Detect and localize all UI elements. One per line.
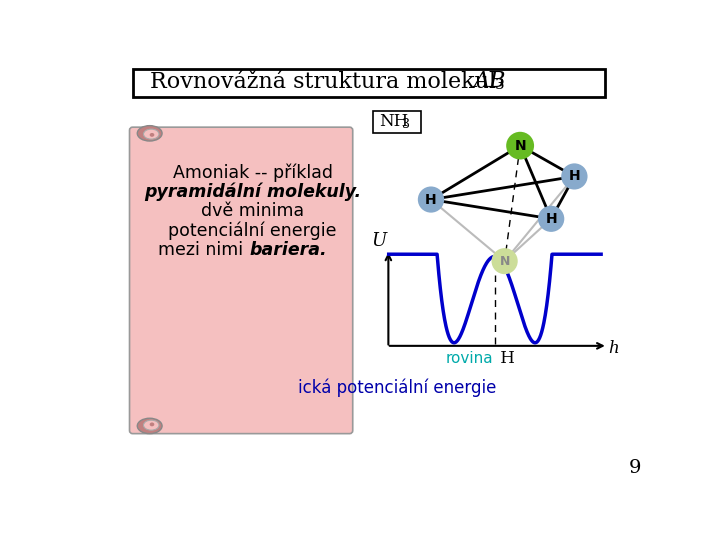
Circle shape: [538, 206, 564, 232]
Text: Amoniak -- příklad: Amoniak -- příklad: [173, 163, 333, 182]
Text: N: N: [514, 139, 526, 153]
Text: ická potenciální energie: ická potenciální energie: [297, 379, 496, 397]
Text: Rovnovážná struktura molekul: Rovnovážná struktura molekul: [150, 71, 510, 93]
Circle shape: [492, 249, 517, 273]
Text: 3: 3: [402, 118, 410, 131]
Circle shape: [418, 186, 444, 213]
Circle shape: [561, 164, 588, 190]
Ellipse shape: [143, 420, 159, 430]
Text: potenciální energie: potenciální energie: [168, 221, 337, 240]
FancyBboxPatch shape: [132, 70, 606, 97]
Ellipse shape: [150, 133, 154, 137]
Text: AB: AB: [474, 70, 506, 92]
Text: U: U: [372, 232, 387, 249]
Text: N: N: [500, 255, 510, 268]
Text: mezi nimi: mezi nimi: [158, 241, 249, 259]
Text: 3: 3: [495, 78, 505, 92]
Ellipse shape: [150, 422, 154, 426]
Circle shape: [506, 132, 534, 159]
Text: rovina: rovina: [446, 350, 493, 366]
Text: dvě minima: dvě minima: [201, 202, 305, 220]
Text: H: H: [495, 350, 514, 367]
FancyBboxPatch shape: [130, 127, 353, 434]
FancyBboxPatch shape: [373, 111, 421, 132]
Text: h: h: [608, 340, 618, 356]
Text: pyramidální molekuly.: pyramidální molekuly.: [144, 183, 361, 201]
Text: H: H: [569, 170, 580, 184]
Text: bariera.: bariera.: [250, 241, 328, 259]
Ellipse shape: [143, 129, 159, 139]
Ellipse shape: [138, 126, 162, 141]
Text: H: H: [545, 212, 557, 226]
Ellipse shape: [138, 418, 162, 434]
Text: NH: NH: [379, 113, 408, 130]
Text: H: H: [426, 193, 437, 206]
Text: 9: 9: [629, 460, 641, 477]
